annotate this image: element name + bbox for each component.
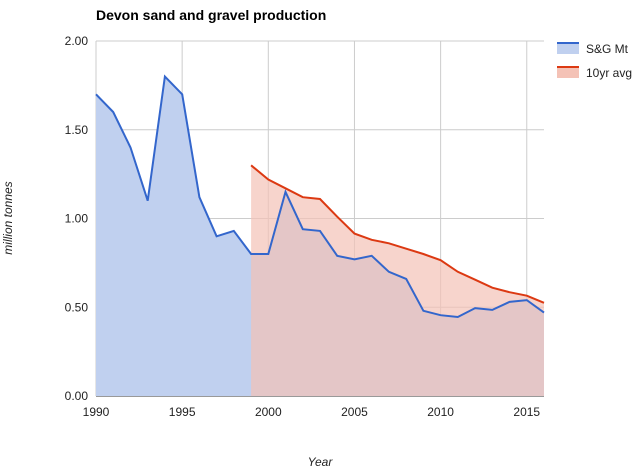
x-tick-label: 2010 <box>427 405 454 419</box>
y-tick-label: 2.00 <box>65 34 89 48</box>
series-areas <box>96 76 545 396</box>
y-tick-label: 1.00 <box>65 212 89 226</box>
x-tick-label: 2015 <box>513 405 540 419</box>
y-tick-label: 1.50 <box>65 123 89 137</box>
legend-label: 10yr avg <box>586 66 632 80</box>
legend-swatch <box>557 66 579 78</box>
legend-label: S&G Mt <box>586 42 629 56</box>
x-tick-label: 1990 <box>83 405 110 419</box>
x-axis-label: Year <box>308 455 334 469</box>
x-tick-label: 2005 <box>341 405 368 419</box>
chart-title: Devon sand and gravel production <box>96 7 326 23</box>
x-tick-label: 2000 <box>255 405 282 419</box>
y-tick-label: 0.50 <box>65 300 89 314</box>
area-10yr-avg <box>251 165 545 396</box>
series-lines <box>95 74 545 319</box>
line-sg-mt <box>95 74 545 319</box>
y-tick-label: 0.00 <box>65 389 89 403</box>
line-10yr-avg <box>250 164 545 304</box>
legend: S&G Mt 10yr avg <box>557 42 632 80</box>
y-axis-label: million tonnes <box>1 181 15 254</box>
tick-labels: 0.00 0.50 1.00 1.50 2.00 1990 1995 2000 2005 2010… <box>65 34 541 419</box>
x-tick-label: 1995 <box>169 405 196 419</box>
legend-swatch <box>557 42 579 54</box>
